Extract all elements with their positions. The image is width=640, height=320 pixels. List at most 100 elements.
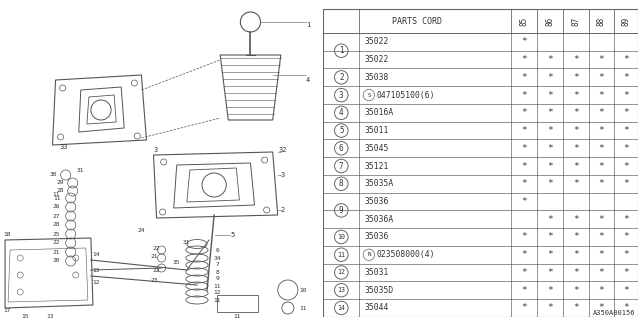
Text: 7: 7 [339, 162, 344, 171]
Text: *: * [521, 126, 527, 135]
Text: 1: 1 [339, 46, 344, 55]
Text: 11: 11 [300, 306, 307, 310]
Text: *: * [573, 215, 579, 224]
Text: 35045: 35045 [364, 144, 388, 153]
Text: 35035D: 35035D [364, 286, 394, 295]
Text: 5: 5 [230, 232, 234, 238]
Text: 21: 21 [151, 254, 158, 260]
Text: *: * [547, 126, 553, 135]
Text: 3: 3 [281, 172, 285, 178]
Text: *: * [573, 144, 579, 153]
Text: 14: 14 [92, 252, 100, 258]
Text: 35035A: 35035A [364, 179, 394, 188]
Text: *: * [521, 55, 527, 64]
Text: 18: 18 [3, 233, 10, 237]
Text: 20: 20 [53, 259, 60, 263]
Text: *: * [598, 215, 604, 224]
Text: *: * [573, 268, 579, 277]
Text: *: * [573, 91, 579, 100]
Text: *: * [521, 268, 527, 277]
Text: 22: 22 [53, 241, 60, 245]
Text: 35022: 35022 [364, 37, 388, 46]
Text: 89: 89 [621, 17, 630, 26]
Text: 33: 33 [60, 144, 68, 150]
Text: *: * [573, 286, 579, 295]
Text: *: * [521, 197, 527, 206]
Text: 15: 15 [22, 314, 29, 318]
Text: S: S [367, 92, 371, 98]
Text: *: * [521, 303, 527, 312]
Text: *: * [521, 108, 527, 117]
Text: *: * [623, 126, 628, 135]
Text: *: * [547, 144, 553, 153]
Text: 12: 12 [213, 291, 221, 295]
Text: 35036: 35036 [364, 232, 388, 242]
Text: 2: 2 [339, 73, 344, 82]
Text: 14: 14 [337, 305, 346, 311]
Text: 4: 4 [339, 108, 344, 117]
Text: 7: 7 [215, 262, 219, 268]
Text: 27: 27 [53, 213, 60, 219]
Text: *: * [623, 73, 628, 82]
Bar [323, 10, 638, 33]
Text: 9: 9 [339, 206, 344, 215]
Text: *: * [547, 162, 553, 171]
Text: *: * [623, 268, 628, 277]
Text: 26: 26 [53, 204, 60, 210]
Text: 22: 22 [153, 245, 160, 251]
Text: 13: 13 [337, 287, 346, 293]
Text: 12: 12 [92, 279, 100, 284]
Text: N: N [367, 252, 371, 257]
Text: *: * [598, 91, 604, 100]
Text: *: * [547, 91, 553, 100]
Text: 11: 11 [337, 252, 346, 258]
Text: *: * [623, 91, 628, 100]
Text: 10: 10 [300, 287, 307, 292]
Text: 35036A: 35036A [364, 215, 394, 224]
Text: 8: 8 [339, 179, 344, 188]
Text: 35011: 35011 [364, 126, 388, 135]
Text: *: * [598, 144, 604, 153]
Text: *: * [598, 232, 604, 242]
Text: 23: 23 [151, 277, 158, 283]
Text: 21: 21 [53, 250, 60, 254]
Text: *: * [521, 91, 527, 100]
Text: 35036: 35036 [364, 197, 388, 206]
Text: *: * [547, 55, 553, 64]
Text: *: * [547, 108, 553, 117]
Text: 35121: 35121 [364, 162, 388, 171]
Text: *: * [547, 215, 553, 224]
Text: *: * [598, 286, 604, 295]
Text: 13: 13 [47, 314, 54, 318]
Text: 5: 5 [339, 126, 344, 135]
Text: *: * [521, 73, 527, 82]
Text: 2: 2 [281, 207, 285, 213]
Text: *: * [598, 126, 604, 135]
Text: *: * [521, 162, 527, 171]
Text: *: * [521, 37, 527, 46]
Text: *: * [521, 250, 527, 259]
Text: 31: 31 [183, 241, 191, 245]
Text: *: * [623, 179, 628, 188]
Text: *: * [547, 250, 553, 259]
Text: *: * [598, 108, 604, 117]
Text: 35022: 35022 [364, 55, 388, 64]
Text: *: * [521, 144, 527, 153]
Text: *: * [598, 73, 604, 82]
Text: 6: 6 [339, 144, 344, 153]
Text: 32: 32 [278, 147, 287, 153]
Text: 4: 4 [306, 77, 310, 83]
Text: 29: 29 [57, 180, 65, 186]
Text: 6: 6 [215, 247, 219, 252]
Text: *: * [598, 268, 604, 277]
Text: 11: 11 [52, 193, 60, 197]
Text: *: * [623, 232, 628, 242]
Text: 11: 11 [234, 314, 241, 318]
Text: 28: 28 [53, 222, 60, 228]
Text: *: * [573, 162, 579, 171]
Text: *: * [521, 286, 527, 295]
Text: *: * [573, 303, 579, 312]
Text: *: * [598, 162, 604, 171]
Text: *: * [573, 232, 579, 242]
Text: *: * [521, 179, 527, 188]
